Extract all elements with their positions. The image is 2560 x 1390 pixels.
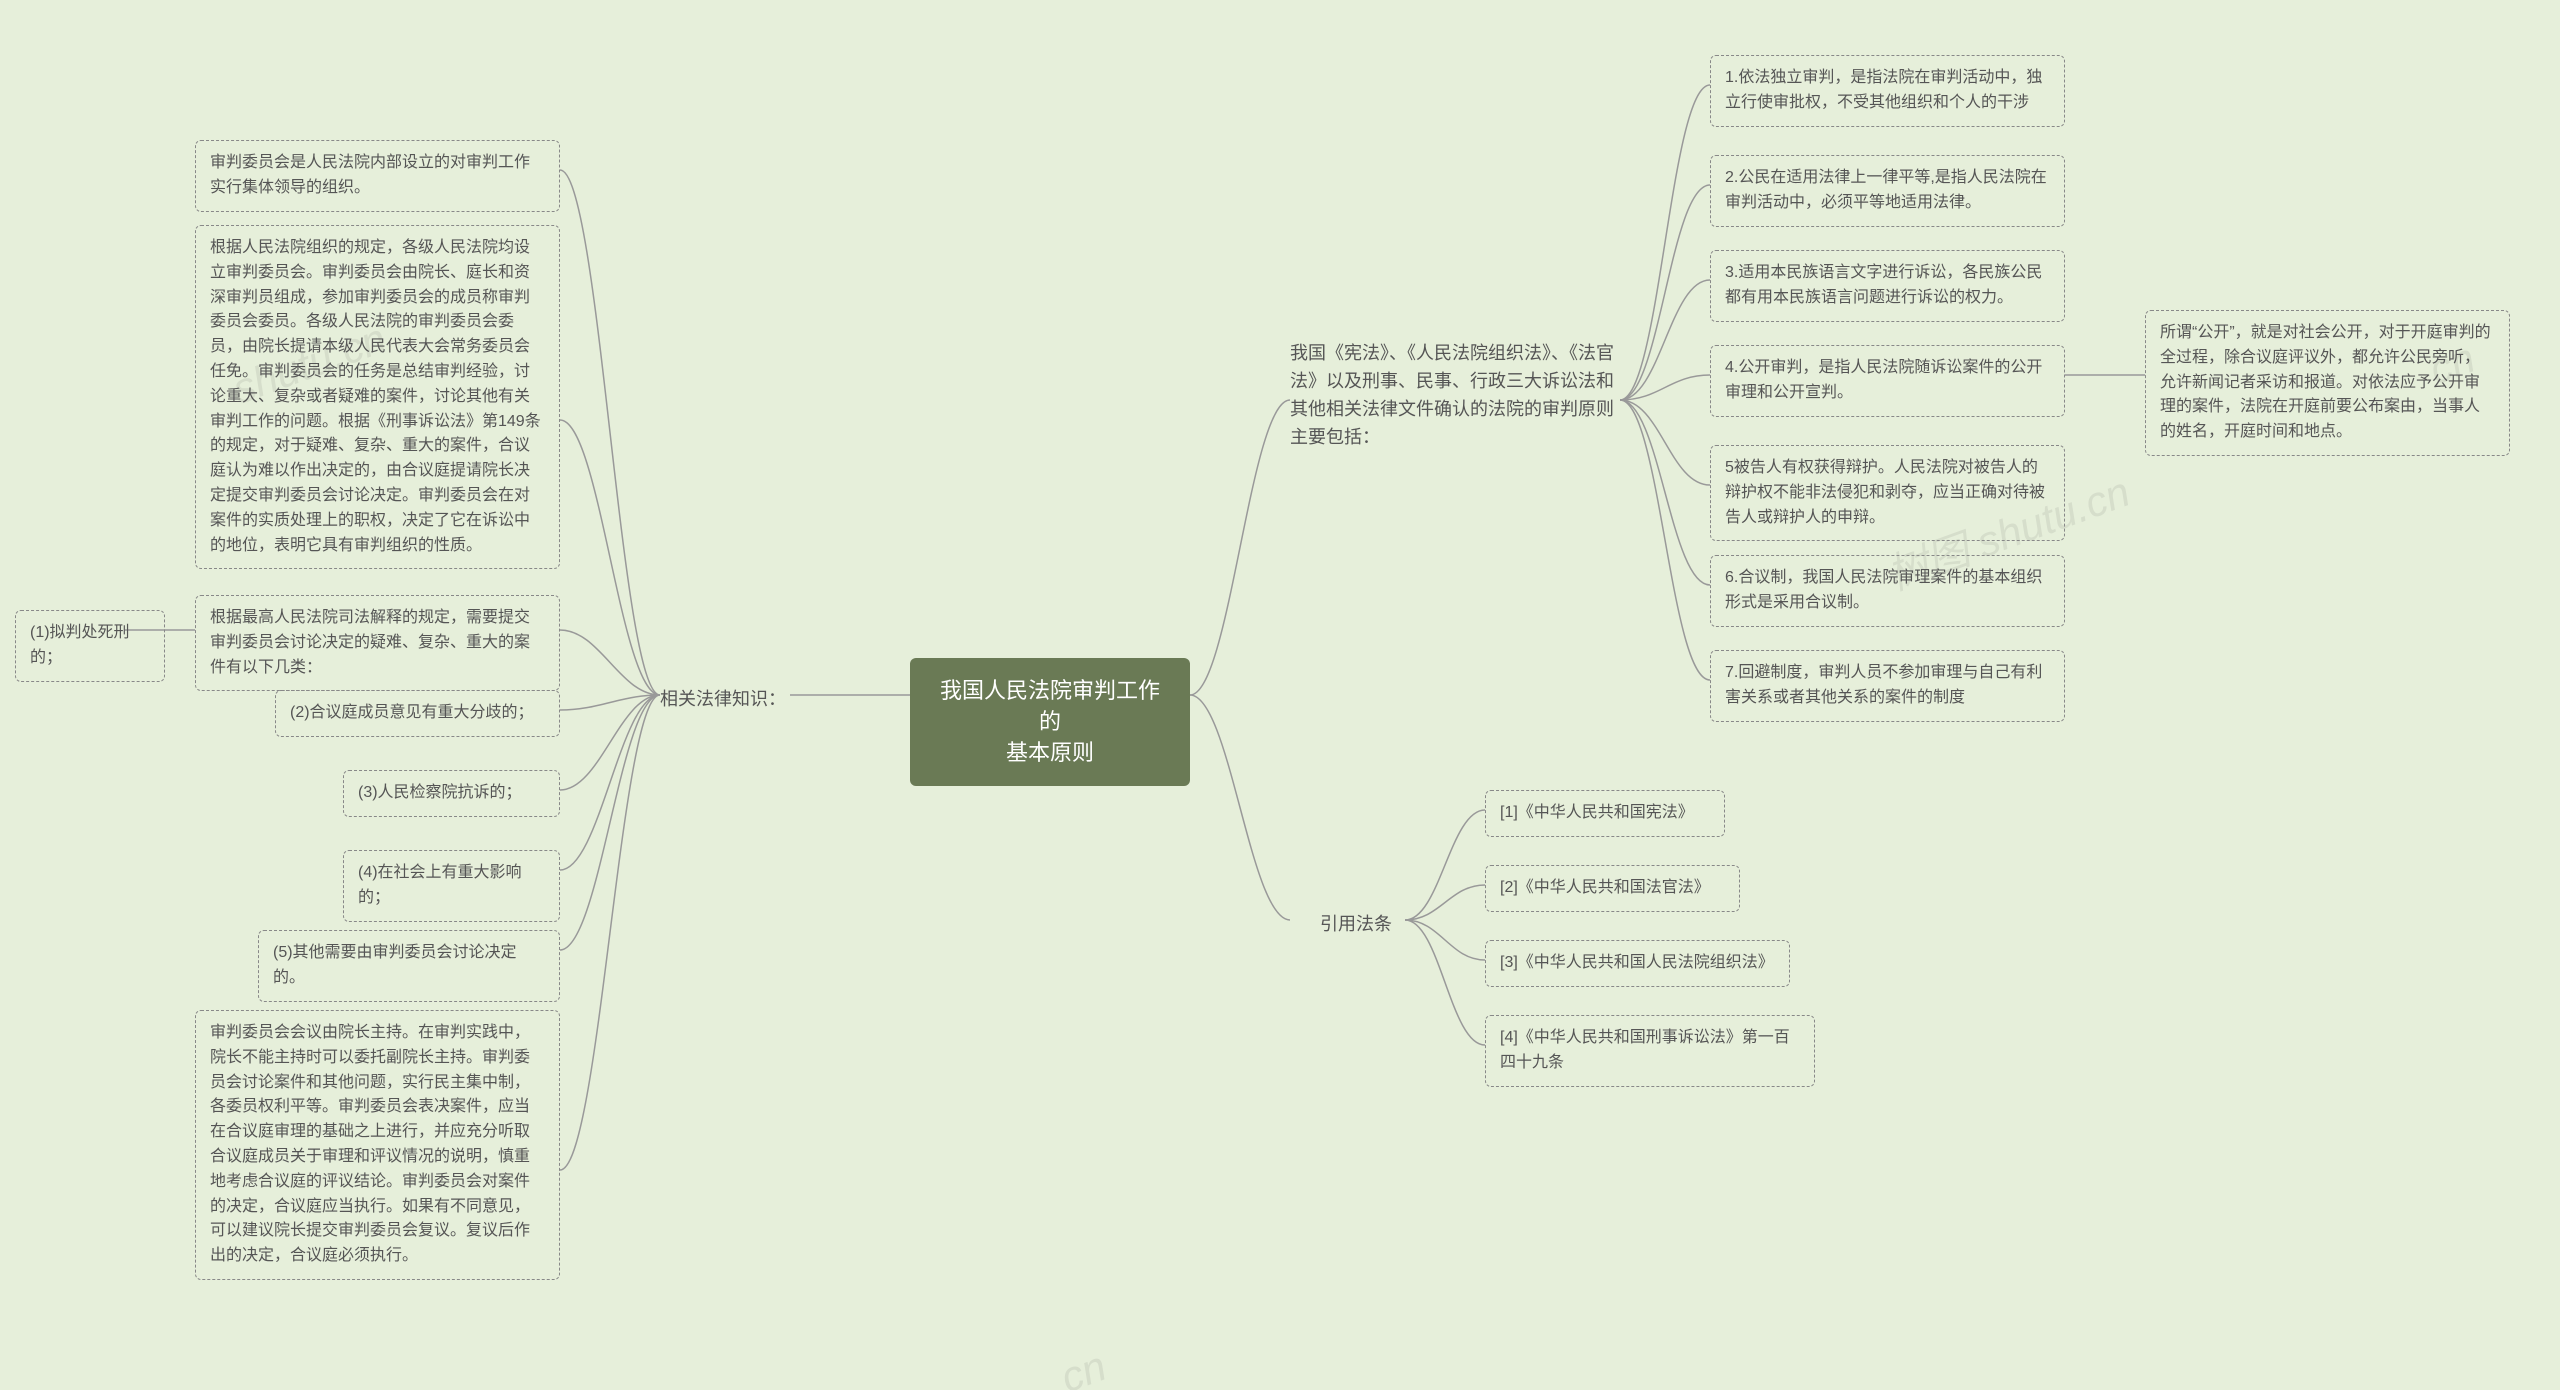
principle-item-0: 1.依法独立审判，是指法院在审判活动中，独立行使审批权，不受其他组织和个人的干涉 [1710,55,2065,127]
root-node: 我国人民法院审判工作的基本原则 [910,658,1190,786]
citation-item-1: [2]《中华人民共和国法官法》 [1485,865,1740,912]
principle-item-3: 4.公开审判，是指人民法院随诉讼案件的公开审理和公开宣判。 [1710,345,2065,417]
left-item-5: (4)在社会上有重大影响的； [343,850,560,922]
left-item-7: 审判委员会会议由院长主持。在审判实践中，院长不能主持时可以委托副院长主持。审判委… [195,1010,560,1280]
citation-item-3: [4]《中华人民共和国刑事诉讼法》第一百四十九条 [1485,1015,1815,1087]
citation-item-0: [1]《中华人民共和国宪法》 [1485,790,1725,837]
principle-4-detail: 所谓“公开”，就是对社会公开，对于开庭审判的全过程，除合议庭评议外，都允许公民旁… [2145,310,2510,456]
left-sub-item: (1)拟判处死刑的； [15,610,165,682]
left-item-0: 审判委员会是人民法院内部设立的对审判工作实行集体领导的组织。 [195,140,560,212]
left-item-6: (5)其他需要由审判委员会讨论决定的。 [258,930,560,1002]
principle-item-6: 7.回避制度，审判人员不参加审理与自己有利害关系或者其他关系的案件的制度 [1710,650,2065,722]
principle-item-1: 2.公民在适用法律上一律平等,是指人民法院在审判活动中，必须平等地适用法律。 [1710,155,2065,227]
left-item-1: 根据人民法院组织的规定，各级人民法院均设立审判委员会。审判委员会由院长、庭长和资… [195,225,560,569]
principle-item-4: 5被告人有权获得辩护。人民法院对被告人的辩护权不能非法侵犯和剥夺，应当正确对待被… [1710,445,2065,541]
root-text: 我国人民法院审判工作的基本原则 [940,678,1160,765]
left-item-4: (3)人民检察院抗诉的； [343,770,560,817]
left-item-3: (2)合议庭成员意见有重大分歧的； [275,690,560,737]
watermark: .cn [1043,1342,1112,1390]
left-branch-label: 相关法律知识： [660,685,786,711]
principle-item-5: 6.合议制，我国人民法院审理案件的基本组织形式是采用合议制。 [1710,555,2065,627]
principles-label: 我国《宪法》、《人民法院组织法》、《法官法》以及刑事、民事、行政三大诉讼法和其他… [1290,340,1620,452]
citations-label: 引用法条 [1320,910,1392,936]
principle-item-2: 3.适用本民族语言文字进行诉讼，各民族公民都有用本民族语言问题进行诉讼的权力。 [1710,250,2065,322]
citation-item-2: [3]《中华人民共和国人民法院组织法》 [1485,940,1790,987]
left-item-2: 根据最高人民法院司法解释的规定，需要提交审判委员会讨论决定的疑难、复杂、重大的案… [195,595,560,691]
